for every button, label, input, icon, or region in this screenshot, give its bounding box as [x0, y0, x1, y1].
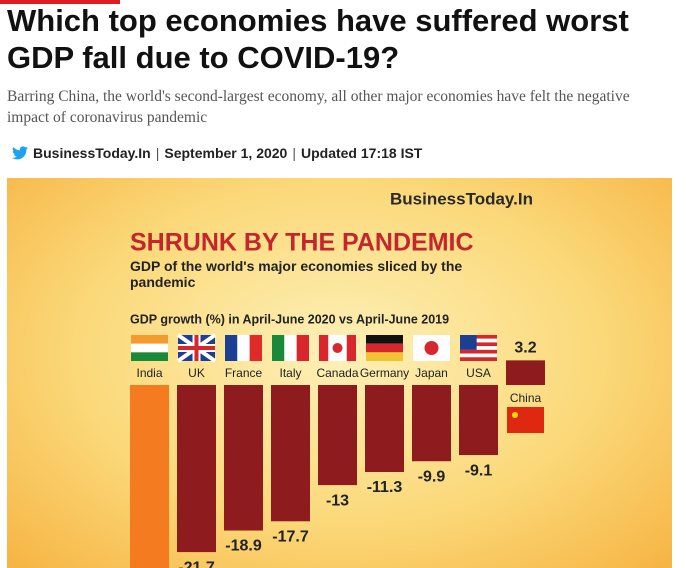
brand: BusinessToday.In [390, 189, 533, 208]
flag-part [366, 335, 403, 344]
flag-part [131, 335, 168, 344]
flag-part [319, 335, 329, 361]
flag-part [332, 343, 343, 353]
separator: | [292, 145, 296, 161]
infographic: BusinessToday.In SHRUNK BY THE PANDEMIC … [7, 178, 672, 568]
flag-part [296, 335, 309, 361]
value-label: -18.9 [225, 538, 262, 555]
category-label: France [225, 366, 263, 380]
value-label: -13 [326, 492, 349, 509]
value-label: -9.9 [418, 468, 446, 485]
flag-part [460, 342, 497, 347]
flag-part [346, 335, 356, 361]
category-label: India [136, 366, 162, 380]
flag-part [512, 412, 518, 418]
separator: | [155, 145, 160, 161]
flag-part [366, 352, 403, 361]
flag-part [460, 338, 497, 343]
standfirst: Barring China, the world's second-larges… [7, 88, 630, 126]
flag-part [460, 346, 497, 350]
axis-label: GDP growth (%) in April-June 2020 vs Apr… [130, 312, 449, 326]
category-label: UK [188, 366, 205, 380]
updated: Updated 17:18 IST [300, 145, 423, 161]
flag-part [225, 335, 238, 361]
flag-part [424, 341, 439, 355]
flag-part [460, 353, 497, 358]
flag-part [460, 335, 477, 350]
bar [506, 360, 545, 385]
category-label: Germany [360, 366, 409, 380]
flag-part [178, 346, 215, 350]
flag-part [131, 352, 168, 361]
byline: BusinessToday.In | September 1, 2020 | U… [12, 145, 422, 161]
bar [459, 385, 498, 456]
category-label: USA [466, 366, 491, 380]
bar [271, 385, 310, 522]
bar [130, 385, 169, 568]
source: BusinessToday.In [33, 145, 151, 161]
flag-part [366, 343, 403, 353]
flag-part [249, 335, 262, 361]
flag-part [284, 335, 297, 361]
flag-part [507, 407, 544, 433]
value-label: 3.2 [514, 340, 536, 357]
category-label: Japan [415, 366, 448, 380]
twitter-icon [12, 146, 28, 160]
bar [318, 385, 357, 486]
chart: BusinessToday.In SHRUNK BY THE PANDEMIC … [130, 189, 545, 568]
flag-part [237, 335, 250, 361]
value-label: -11.3 [367, 479, 403, 496]
value-label: -17.7 [272, 529, 309, 546]
flag-part [460, 349, 497, 354]
flag-part [131, 343, 168, 353]
bar [365, 385, 404, 473]
bar [412, 385, 451, 462]
headline: Which top economies have suffered worst … [7, 3, 629, 75]
chart-subtitle: GDP of the world's major economies slice… [130, 258, 463, 290]
category-label: Italy [279, 366, 301, 380]
category-label: China [510, 391, 542, 405]
bar [177, 385, 216, 553]
value-label: -9.1 [465, 462, 493, 479]
chart-subtitle-box: GDP of the world's major economies slice… [130, 258, 463, 290]
top-bar [0, 0, 120, 4]
flag-part [460, 335, 497, 339]
category-label: Canada [316, 366, 358, 380]
date: September 1, 2020 [164, 145, 288, 161]
value-label: -21.7 [178, 559, 215, 568]
chart-title: SHRUNK BY THE PANDEMIC [130, 229, 474, 257]
flag-part [272, 335, 285, 361]
flag-part [460, 357, 497, 361]
bar [224, 385, 263, 531]
